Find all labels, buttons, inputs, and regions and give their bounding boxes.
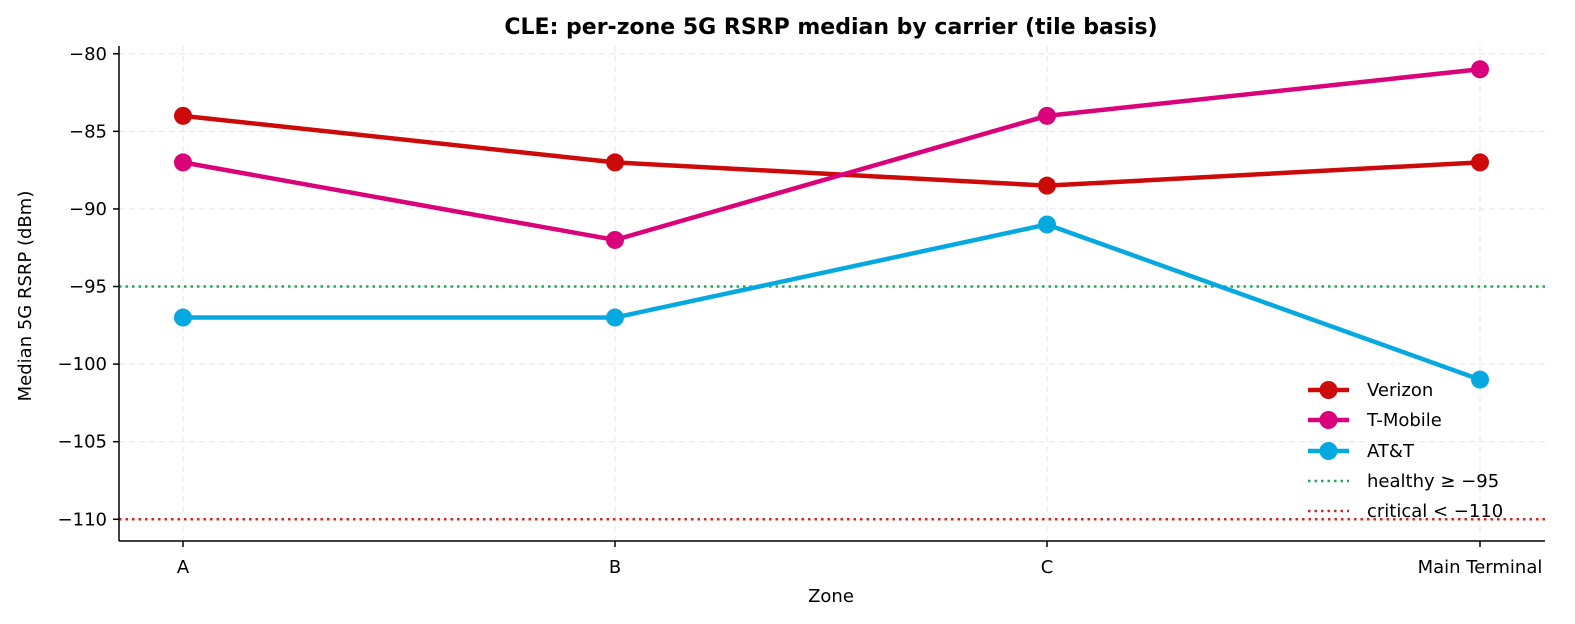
legend-label: T-Mobile (1366, 410, 1442, 431)
y-tick-label: −100 (58, 354, 107, 375)
series-line-0 (180, 113, 1483, 188)
legend: Verizon T-Mobile AT&T healthy ≥ −95 critical… (1308, 380, 1503, 522)
x-axis-label: Zone (808, 586, 854, 607)
data-point (174, 308, 192, 327)
legend-swatch-marker (1319, 381, 1338, 399)
data-point (174, 153, 192, 172)
data-point (606, 308, 624, 327)
x-tick-label: A (177, 557, 190, 578)
chart-title: CLE: per-zone 5G RSRP median by carrier … (504, 15, 1157, 40)
series-lines (174, 60, 1489, 389)
legend-label: AT&T (1367, 441, 1415, 462)
legend-label: healthy ≥ −95 (1367, 471, 1499, 492)
y-tick-label: −90 (69, 199, 107, 220)
x-tick-label: Main Terminal (1418, 557, 1543, 578)
y-tick-label: −95 (69, 277, 107, 298)
legend-swatch-marker (1319, 411, 1338, 429)
series-line-2 (180, 222, 1483, 382)
data-point (1471, 153, 1489, 172)
y-tick-label: −105 (58, 432, 107, 453)
axes (118, 46, 1545, 542)
data-point (606, 230, 624, 249)
grid (119, 46, 1545, 541)
series-line-1 (180, 67, 1483, 243)
data-point (606, 153, 624, 172)
reference-lines (119, 285, 1545, 521)
data-point (174, 106, 192, 125)
x-tick-label: B (609, 557, 621, 578)
y-tick-label: −85 (69, 121, 107, 142)
data-point (1471, 370, 1489, 389)
data-point (1471, 60, 1489, 79)
x-ticks: A B C Main Terminal (177, 541, 1543, 578)
x-tick-label: C (1041, 557, 1054, 578)
data-point (1038, 176, 1056, 195)
y-ticks: −80 −85 −90 −95 −100 −105 −110 (58, 44, 119, 530)
legend-swatch-marker (1319, 442, 1338, 460)
y-tick-label: −110 (58, 509, 107, 530)
y-tick-label: −80 (69, 44, 107, 65)
y-axis-label: Median 5G RSRP (dBm) (15, 191, 36, 402)
legend-label: critical < −110 (1367, 501, 1503, 522)
legend-label: Verizon (1367, 380, 1433, 401)
data-point (1038, 106, 1056, 125)
data-point (1038, 215, 1056, 234)
